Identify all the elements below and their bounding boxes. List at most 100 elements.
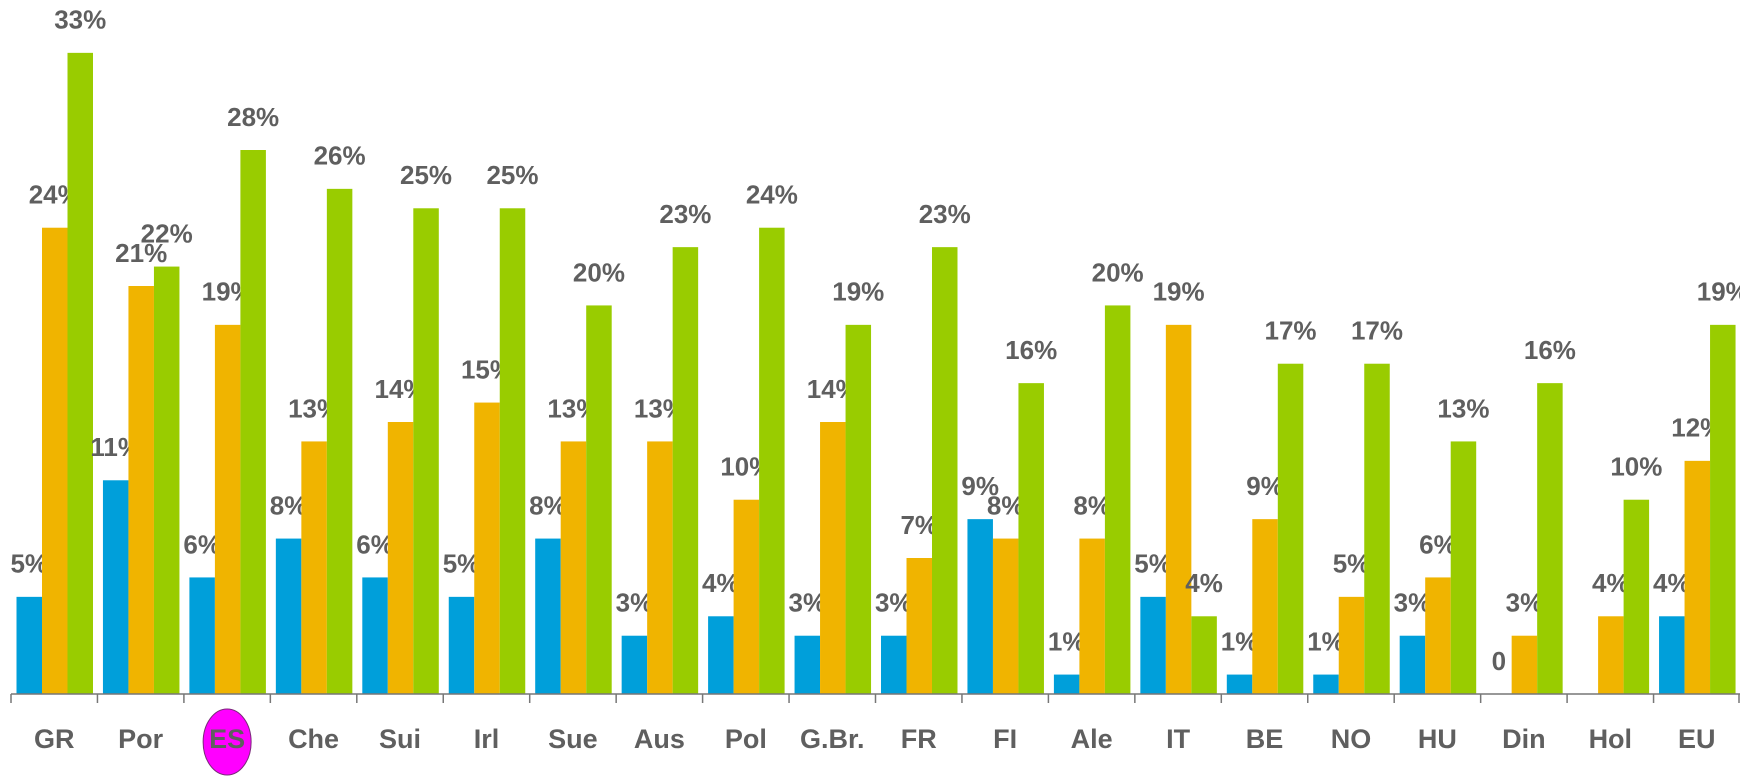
bar <box>1226 674 1253 694</box>
x-tick-label: Ale <box>1071 724 1113 754</box>
bar <box>1079 538 1105 694</box>
data-label: 8% <box>1073 490 1111 520</box>
data-label: 1% <box>1307 626 1345 656</box>
bar <box>759 227 785 694</box>
data-label: 8% <box>529 490 567 520</box>
bar <box>992 538 1019 694</box>
bar <box>448 596 475 694</box>
data-label: 17% <box>1351 316 1403 346</box>
bar <box>1537 383 1563 694</box>
data-label: 13% <box>1437 393 1489 423</box>
data-label: 21% <box>115 238 167 268</box>
bar <box>586 305 612 694</box>
bar <box>326 188 353 694</box>
bar <box>647 441 673 694</box>
bar <box>275 538 302 694</box>
bar <box>820 422 846 694</box>
data-label: 5% <box>1333 549 1371 579</box>
bar <box>499 208 526 695</box>
bar <box>413 208 439 695</box>
data-label: 6% <box>1419 529 1457 559</box>
bar <box>1104 305 1131 694</box>
x-tick-label: Che <box>288 724 339 754</box>
data-label: 25% <box>400 160 452 190</box>
bar <box>214 324 241 694</box>
data-label: 3% <box>875 588 913 618</box>
data-label: 4% <box>1592 568 1630 598</box>
bar <box>362 577 388 694</box>
x-tick-label: FI <box>993 724 1017 754</box>
bar <box>1165 324 1192 694</box>
data-label: 4% <box>1185 568 1223 598</box>
x-tick-label: Aus <box>634 724 685 754</box>
x-tick-label: ES <box>209 724 245 754</box>
bar <box>1399 635 1426 694</box>
bar <box>794 635 821 694</box>
data-label: 3% <box>616 588 654 618</box>
data-label: 8% <box>987 490 1025 520</box>
bar <box>733 499 760 694</box>
data-label: 4% <box>1653 568 1691 598</box>
x-tick-label: BE <box>1246 724 1284 754</box>
data-label: 3% <box>789 588 827 618</box>
data-label: 0 <box>1492 646 1506 676</box>
category-highlight <box>202 708 252 776</box>
data-label: 4% <box>702 568 740 598</box>
bar <box>1053 674 1080 694</box>
bar <box>621 635 648 694</box>
data-label: 10% <box>1610 452 1662 482</box>
bar <box>387 422 414 694</box>
bar <box>1252 519 1278 694</box>
bar <box>1710 324 1736 694</box>
bar <box>881 635 907 694</box>
data-label: 26% <box>314 141 366 171</box>
x-tick-label: Por <box>118 724 164 754</box>
data-label: 17% <box>1265 316 1317 346</box>
bar <box>128 286 154 694</box>
bar <box>1140 596 1166 694</box>
data-label: 6% <box>183 529 221 559</box>
bar <box>1623 499 1650 694</box>
x-tick-label: Hol <box>1589 724 1633 754</box>
data-label: 5% <box>10 549 48 579</box>
bar <box>474 402 500 694</box>
x-tick-label: Sue <box>548 724 598 754</box>
bar <box>1659 616 1685 694</box>
bar <box>240 150 266 694</box>
data-label: 22% <box>141 218 193 248</box>
x-tick-label: Sui <box>379 724 421 754</box>
data-label: 33% <box>54 5 106 35</box>
data-label: 23% <box>919 199 971 229</box>
data-label: 8% <box>270 490 308 520</box>
data-label: 19% <box>1697 277 1740 307</box>
bar <box>67 52 93 695</box>
bar <box>301 441 327 694</box>
data-label: 7% <box>900 510 938 540</box>
bar <box>1450 441 1477 694</box>
x-tick-label: HU <box>1418 724 1457 754</box>
data-label: 9% <box>961 471 999 501</box>
bar <box>1511 635 1538 694</box>
bar <box>42 227 68 694</box>
bar <box>708 616 734 694</box>
x-tick-label: Pol <box>725 724 767 754</box>
highlights <box>202 708 252 776</box>
x-tick-label: GR <box>34 724 75 754</box>
bar <box>1338 596 1365 694</box>
data-label: 3% <box>1394 588 1432 618</box>
data-label: 16% <box>1524 335 1576 365</box>
data-label: 1% <box>1048 626 1086 656</box>
data-label: 23% <box>659 199 711 229</box>
bar <box>1598 616 1624 694</box>
bar <box>1684 460 1711 694</box>
x-tick-label: G.Br. <box>800 724 865 754</box>
data-label: 5% <box>443 549 481 579</box>
bar <box>1018 383 1044 694</box>
bar <box>189 577 215 694</box>
bar <box>1364 363 1390 694</box>
x-tick-label: IT <box>1166 724 1191 754</box>
data-label: 24% <box>746 180 798 210</box>
data-label: 3% <box>1506 588 1544 618</box>
bar <box>906 558 932 694</box>
